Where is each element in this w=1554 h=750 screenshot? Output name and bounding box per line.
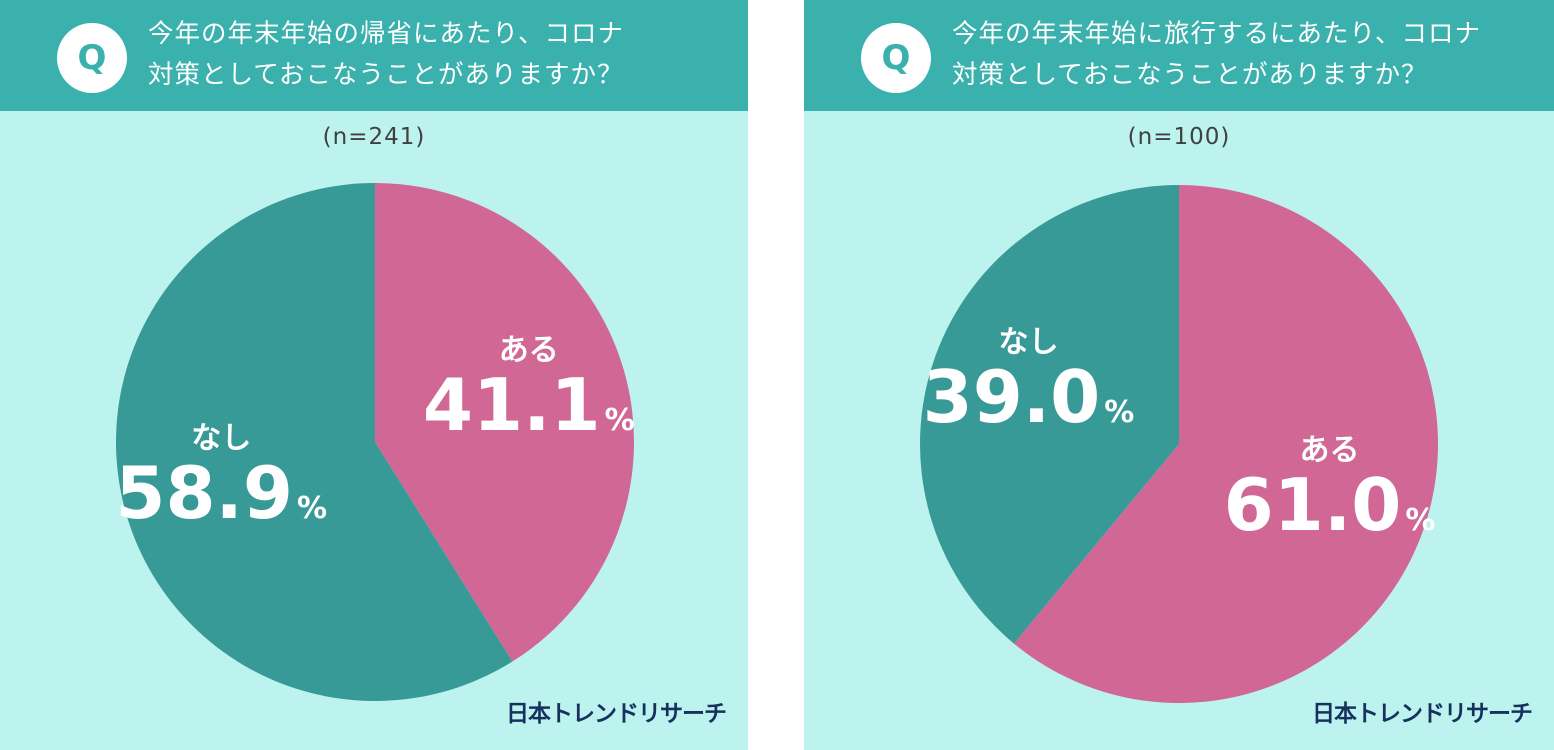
slice-category-label: ある [1300,433,1360,468]
question-line-2: 対策としておこなうことがありますか？ [952,60,1428,90]
question-line-1: 今年の年末年始に旅行するにあたり、コロナ [952,19,1481,49]
slice-category-label: ある [499,333,559,368]
chart-panel-homecoming: Q 今年の年末年始の帰省にあたり、コロナ 対策としておこなうことがありますか？ … [0,0,748,750]
question-badge: Q [57,23,127,93]
question-badge: Q [861,23,931,93]
question-badge-letter: Q [881,38,911,78]
question-text: 今年の年末年始の帰省にあたり、コロナ 対策としておこなうことがありますか？ [148,14,738,96]
pie-slice-yes [1013,185,1438,703]
brand-logo: 日本トレンドリサーチ [506,701,727,727]
sample-size: (n=241) [322,124,426,150]
question-line-2: 対策としておこなうことがありますか？ [148,60,624,90]
slice-value-label: 41.1% [423,363,635,447]
slice-category-label: なし [191,421,251,456]
brand-logo: 日本トレンドリサーチ [1312,701,1533,727]
question-header: Q 今年の年末年始に旅行するにあたり、コロナ 対策としておこなうことがありますか… [804,0,1554,111]
chart-panel-travel: Q 今年の年末年始に旅行するにあたり、コロナ 対策としておこなうことがありますか… [804,0,1554,750]
question-text: 今年の年末年始に旅行するにあたり、コロナ 対策としておこなうことがありますか？ [952,14,1542,96]
question-line-1: 今年の年末年始の帰省にあたり、コロナ [148,19,624,49]
pie-slice-no [920,184,1179,644]
slice-value-label: 39.0% [923,355,1135,439]
question-header: Q 今年の年末年始の帰省にあたり、コロナ 対策としておこなうことがありますか？ [0,0,748,111]
slice-value-label: 61.0% [1224,463,1436,547]
pie-slice-yes [375,183,634,662]
slice-category-label: なし [998,325,1058,360]
slice-value-label: 58.9% [115,451,327,535]
sample-size: (n=100) [1127,124,1231,150]
pie-slice-no [115,183,513,701]
question-badge-letter: Q [77,38,107,78]
